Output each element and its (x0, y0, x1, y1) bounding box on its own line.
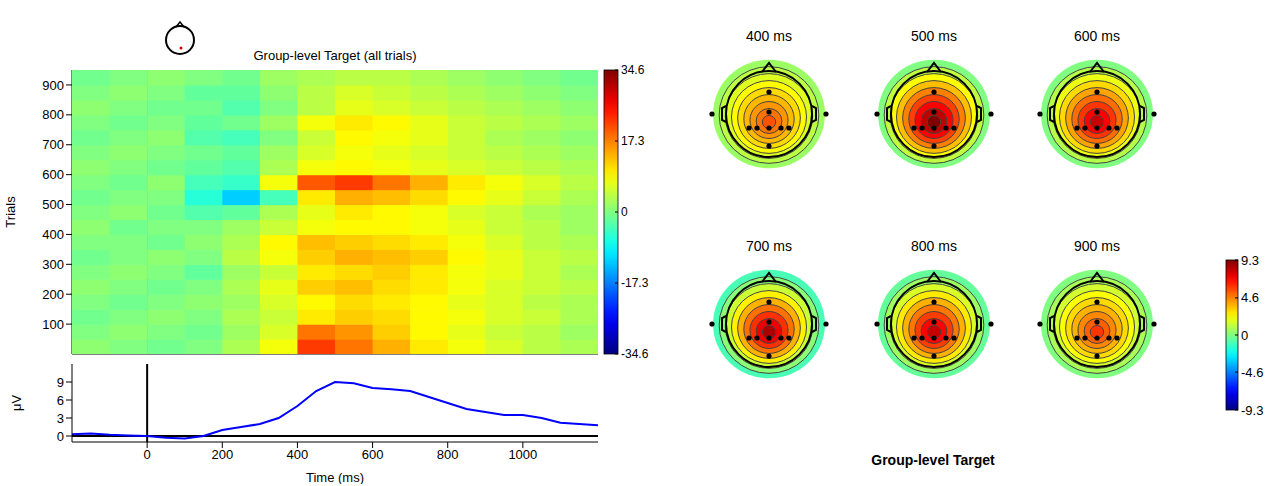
svg-text:0: 0 (144, 447, 151, 462)
svg-text:600: 600 (42, 167, 64, 182)
svg-text:μV: μV (9, 395, 24, 411)
svg-text:100: 100 (42, 317, 64, 332)
svg-text:-4.6: -4.6 (1241, 365, 1263, 380)
svg-text:700: 700 (42, 137, 64, 152)
html-text:700 ms: 700 ms (746, 238, 792, 254)
svg-text:200: 200 (211, 447, 233, 462)
svg-text:-17.3: -17.3 (621, 276, 649, 290)
html-text:800 ms: 800 ms (911, 238, 957, 254)
svg-text:400: 400 (42, 227, 64, 242)
svg-text:400: 400 (287, 447, 309, 462)
svg-text:34.6: 34.6 (621, 63, 645, 77)
svg-text:200: 200 (42, 287, 64, 302)
html-text:Group-level Target: Group-level Target (871, 452, 995, 468)
svg-text:500: 500 (42, 197, 64, 212)
svg-text:6: 6 (57, 393, 64, 408)
svg-text:0: 0 (1241, 328, 1248, 343)
svg-text:800: 800 (42, 107, 64, 122)
svg-text:600: 600 (362, 447, 384, 462)
svg-text:300: 300 (42, 257, 64, 272)
html-text:Group-level Target (all trials: Group-level Target (all trials) (253, 48, 417, 63)
html-text:500 ms: 500 ms (911, 28, 957, 44)
svg-text:9: 9 (57, 375, 64, 390)
svg-text:Trials: Trials (3, 196, 18, 228)
html-text:400 ms: 400 ms (746, 28, 792, 44)
svg-text:900: 900 (42, 78, 64, 93)
svg-text:1000: 1000 (508, 447, 537, 462)
html-text:600 ms: 600 ms (1074, 28, 1120, 44)
svg-text:Time (ms): Time (ms) (306, 470, 364, 484)
svg-text:0: 0 (57, 429, 64, 444)
svg-text:0: 0 (621, 205, 628, 219)
svg-text:-34.6: -34.6 (621, 347, 649, 361)
html-text:900 ms: 900 ms (1074, 238, 1120, 254)
svg-text:-9.3: -9.3 (1241, 403, 1263, 418)
svg-text:3: 3 (57, 411, 64, 426)
svg-text:4.6: 4.6 (1241, 290, 1259, 305)
svg-text:17.3: 17.3 (621, 134, 645, 148)
svg-text:9.3: 9.3 (1241, 253, 1259, 268)
svg-text:800: 800 (437, 447, 459, 462)
